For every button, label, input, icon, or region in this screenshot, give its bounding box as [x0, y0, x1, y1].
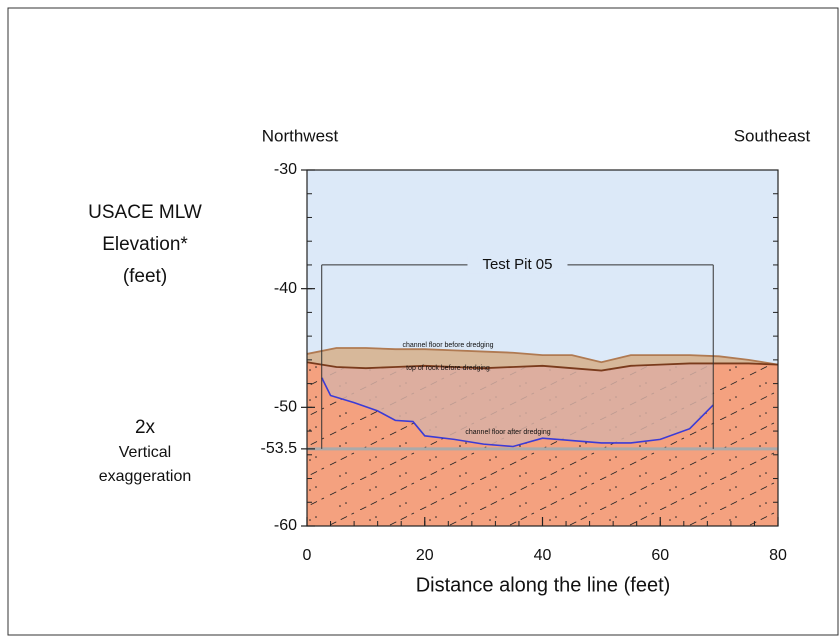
- y-tick-label: -40: [274, 280, 297, 297]
- y-axis-label: Elevation*: [102, 234, 188, 255]
- y-tick-label: -60: [274, 517, 297, 534]
- note: Vertical: [119, 444, 171, 461]
- y-axis-label: (feet): [123, 266, 167, 287]
- note: exaggeration: [99, 468, 192, 485]
- x-tick-label: 20: [416, 547, 434, 564]
- y-tick-label: -30: [274, 161, 297, 178]
- y-tick-label: -53.5: [261, 440, 298, 457]
- series-label: channel floor after dredging: [465, 429, 550, 436]
- note: 2x: [135, 417, 156, 438]
- series-label: channel floor before dredging: [402, 342, 493, 349]
- test-pit-label: Test Pit 05: [482, 256, 552, 273]
- x-tick-label: 60: [651, 547, 669, 564]
- x-tick-label: 0: [303, 547, 312, 564]
- right-label: Southeast: [734, 126, 811, 145]
- x-axis-label: Distance along the line (feet): [416, 574, 671, 596]
- y-axis-label: USACE MLW: [88, 202, 202, 223]
- y-tick-label: -50: [274, 399, 297, 416]
- left-label: Northwest: [262, 126, 339, 145]
- x-tick-label: 40: [534, 547, 552, 564]
- x-tick-label: 80: [769, 547, 787, 564]
- series-label: top of rock before dredging: [406, 365, 490, 372]
